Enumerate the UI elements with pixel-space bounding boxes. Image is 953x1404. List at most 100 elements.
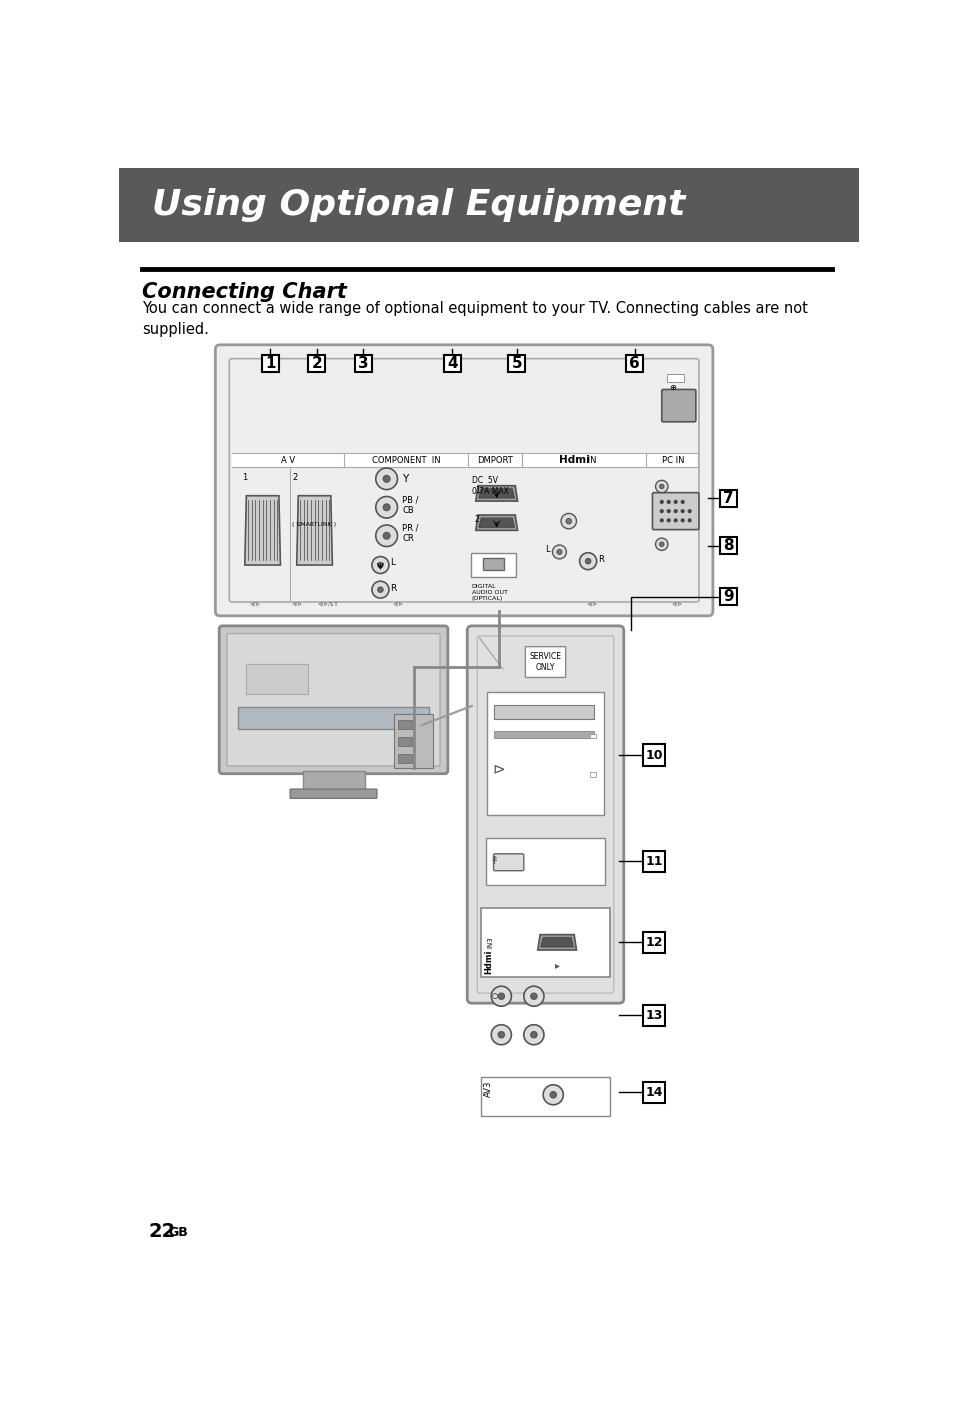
Circle shape: [557, 549, 561, 555]
Text: 10: 10: [644, 748, 662, 762]
Bar: [493, 705, 594, 719]
Circle shape: [659, 510, 662, 512]
Bar: [720, 588, 736, 605]
Text: R: R: [598, 555, 603, 564]
Bar: [666, 373, 683, 382]
Text: AV3: AV3: [484, 1081, 493, 1097]
Bar: [493, 730, 594, 739]
Circle shape: [674, 510, 677, 512]
Text: 8: 8: [722, 538, 733, 553]
Circle shape: [659, 519, 662, 522]
FancyBboxPatch shape: [227, 633, 439, 767]
Polygon shape: [296, 496, 332, 564]
Text: 13: 13: [644, 1009, 662, 1022]
Circle shape: [372, 556, 389, 573]
FancyBboxPatch shape: [219, 626, 447, 774]
Text: 11: 11: [644, 855, 662, 868]
Polygon shape: [478, 489, 514, 498]
Text: 2: 2: [475, 515, 479, 524]
Text: DIGITAL
AUDIO OUT
(OPTICAL): DIGITAL AUDIO OUT (OPTICAL): [472, 584, 507, 601]
Bar: [720, 538, 736, 555]
Bar: [508, 355, 525, 372]
Bar: [720, 490, 736, 507]
Circle shape: [542, 1085, 562, 1105]
Text: Connecting Chart: Connecting Chart: [142, 282, 347, 302]
Text: ( SMARTLINK ): ( SMARTLINK ): [293, 522, 336, 526]
Bar: [642, 1005, 664, 1026]
FancyBboxPatch shape: [476, 636, 613, 993]
Bar: [443, 355, 460, 372]
FancyBboxPatch shape: [525, 647, 565, 678]
Bar: [261, 355, 278, 372]
Text: ⊲/⊳: ⊲/⊳: [671, 602, 682, 607]
Circle shape: [383, 504, 390, 511]
Text: 7: 7: [722, 490, 733, 505]
Circle shape: [667, 500, 669, 503]
Bar: [308, 355, 325, 372]
Bar: [485, 838, 604, 885]
Circle shape: [680, 510, 683, 512]
Bar: [119, 168, 858, 241]
Circle shape: [375, 468, 397, 490]
Text: PC IN: PC IN: [661, 456, 684, 465]
Text: 5: 5: [511, 355, 521, 371]
Circle shape: [383, 476, 390, 482]
Circle shape: [560, 514, 576, 529]
FancyBboxPatch shape: [467, 626, 623, 1004]
Bar: [642, 931, 664, 953]
Circle shape: [655, 538, 667, 550]
Circle shape: [377, 563, 383, 567]
Circle shape: [659, 542, 663, 546]
Polygon shape: [476, 486, 517, 501]
FancyBboxPatch shape: [661, 389, 695, 421]
Text: ↟: ↟: [489, 856, 498, 866]
Text: 4: 4: [447, 355, 457, 371]
Circle shape: [579, 553, 596, 570]
Text: R: R: [390, 584, 395, 592]
Text: ⊳: ⊳: [492, 761, 504, 776]
Circle shape: [674, 519, 677, 522]
Circle shape: [674, 500, 677, 503]
Circle shape: [375, 497, 397, 518]
Bar: [589, 734, 596, 739]
Text: L: L: [390, 559, 395, 567]
Circle shape: [659, 484, 663, 489]
Text: COMPONENT  IN: COMPONENT IN: [372, 456, 440, 465]
Circle shape: [680, 519, 683, 522]
Text: 12: 12: [644, 936, 662, 949]
Text: ⊲/⊳: ⊲/⊳: [586, 602, 597, 607]
Bar: [625, 355, 642, 372]
Circle shape: [655, 480, 667, 493]
Bar: [487, 692, 603, 816]
Circle shape: [491, 986, 511, 1007]
Text: ⊲/⊳: ⊲/⊳: [393, 602, 403, 607]
Text: DMPORT: DMPORT: [476, 456, 513, 465]
Text: Hdmi: Hdmi: [484, 949, 493, 974]
Text: You can connect a wide range of optional equipment to your TV. Connecting cables: You can connect a wide range of optional…: [142, 300, 807, 337]
Text: SERVICE
ONLY: SERVICE ONLY: [529, 651, 561, 673]
Circle shape: [667, 519, 669, 522]
Text: 3: 3: [357, 355, 368, 371]
Circle shape: [523, 1025, 543, 1045]
Text: 1: 1: [265, 355, 275, 371]
Polygon shape: [540, 938, 573, 946]
Bar: [397, 737, 412, 746]
FancyBboxPatch shape: [290, 789, 376, 799]
Text: 9: 9: [722, 590, 733, 604]
Text: 1: 1: [241, 473, 247, 483]
Bar: [480, 1077, 609, 1116]
Text: 14: 14: [644, 1085, 662, 1099]
Bar: [355, 355, 372, 372]
Circle shape: [667, 510, 669, 512]
Circle shape: [497, 1032, 504, 1038]
Circle shape: [491, 1025, 511, 1045]
Bar: [642, 851, 664, 872]
Circle shape: [530, 1032, 537, 1038]
Bar: [642, 1081, 664, 1104]
Text: 2: 2: [293, 473, 297, 483]
FancyBboxPatch shape: [652, 493, 699, 529]
Circle shape: [565, 518, 571, 524]
Bar: [397, 720, 412, 729]
Text: PB /
CB: PB / CB: [402, 496, 418, 515]
Text: 6: 6: [629, 355, 639, 371]
